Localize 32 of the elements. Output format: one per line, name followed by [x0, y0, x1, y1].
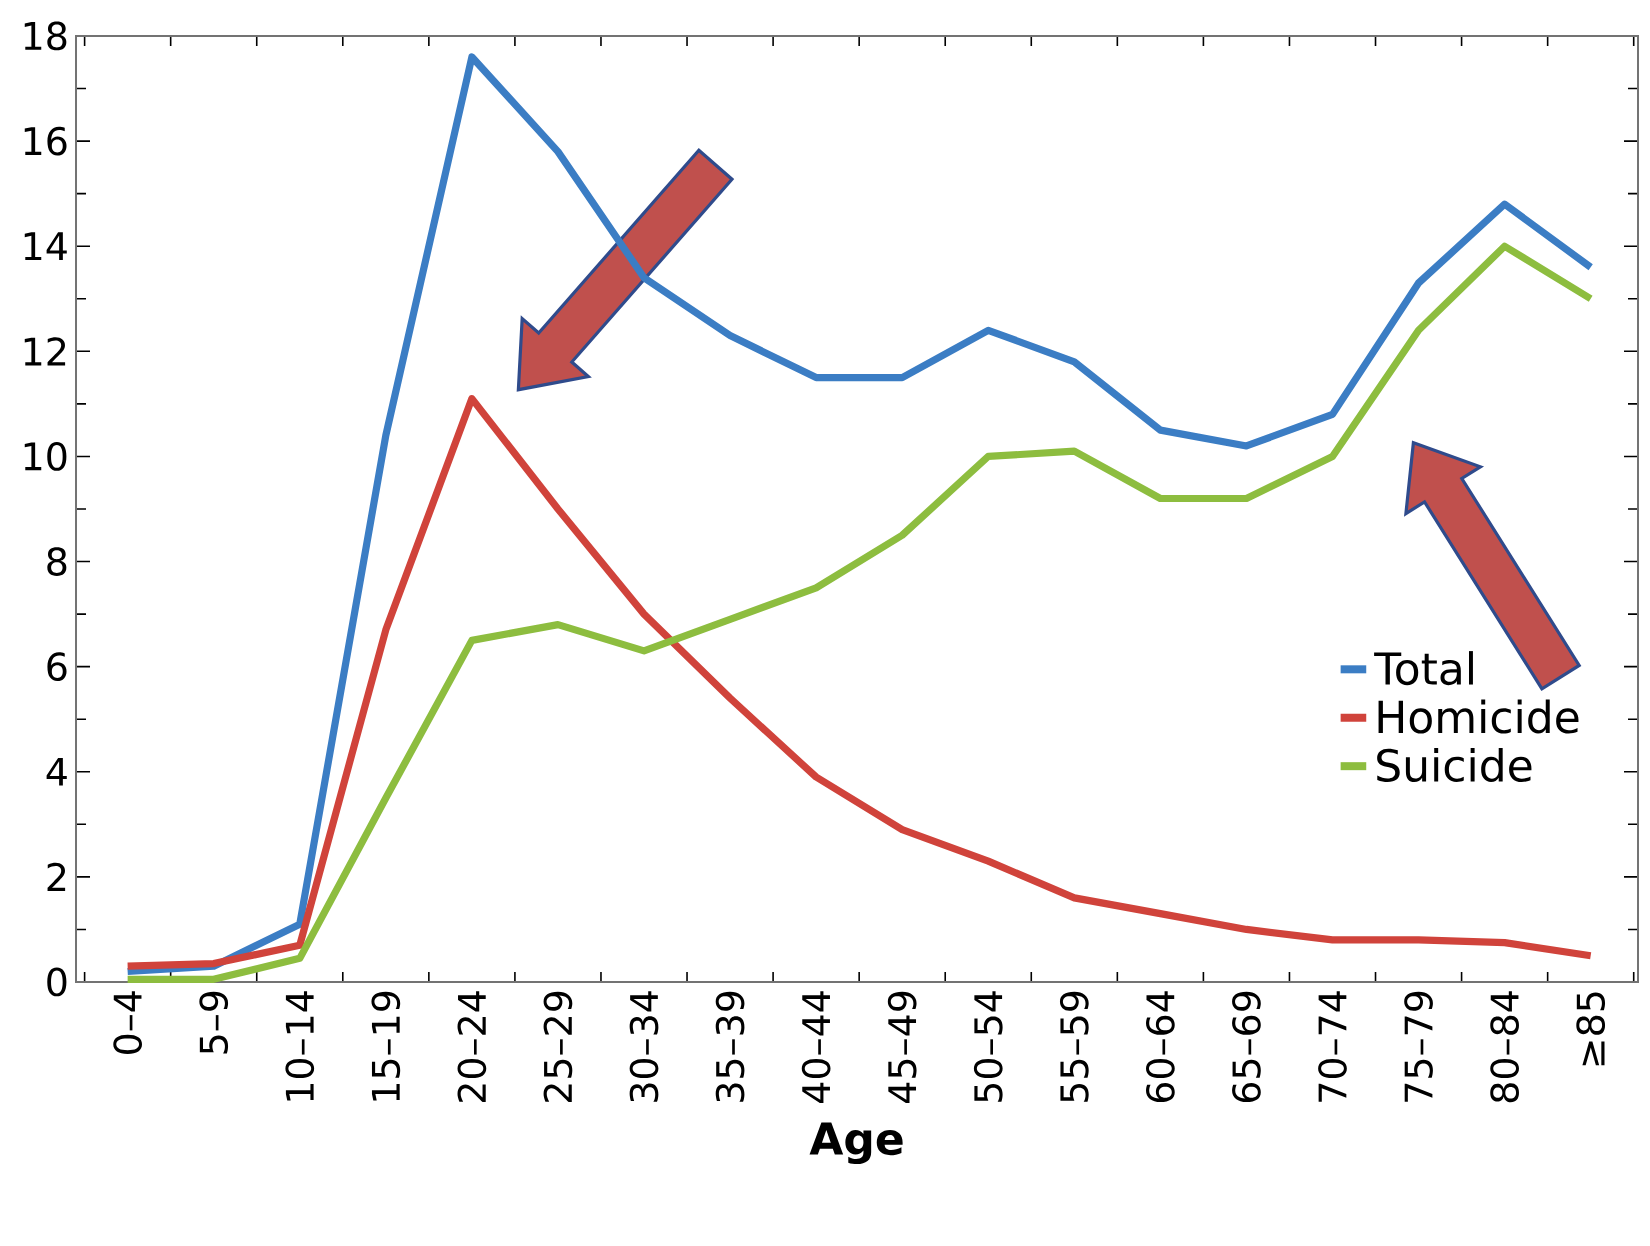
- x-tick-label: 0–4: [113, 991, 143, 1054]
- x-tick-label: ≥85: [1576, 992, 1606, 1066]
- y-tick-label: 8: [47, 547, 67, 576]
- legend-label: Homicide: [1378, 699, 1579, 734]
- legend-label: Suicide: [1377, 747, 1532, 783]
- x-tick-label: 65–69: [1232, 991, 1261, 1103]
- x-tick-label: 70–74: [1318, 991, 1347, 1102]
- x-tick-label: 10–14: [285, 991, 315, 1101]
- y-tick-label: 10: [24, 442, 67, 471]
- legend-label: Total: [1374, 651, 1473, 686]
- y-tick-label: 18: [24, 21, 67, 51]
- y-tick-label: 14: [24, 232, 67, 261]
- x-tick-label: 45–49: [887, 991, 917, 1103]
- x-axis-title: Age: [809, 1122, 903, 1165]
- x-tick-label: 35–39: [715, 991, 745, 1102]
- y-tick-label: 0: [47, 967, 67, 997]
- y-tick-label: 16: [24, 126, 67, 156]
- x-tick-label: 25–29: [543, 991, 573, 1102]
- x-tick-label: 50–54: [973, 991, 1003, 1102]
- x-tick-label: 60–64: [1146, 991, 1175, 1103]
- x-tick-label: 40–44: [801, 991, 831, 1103]
- x-tick-label: 75–79: [1404, 991, 1433, 1102]
- y-tick-label: 12: [24, 337, 66, 366]
- y-tick-label: 4: [46, 757, 67, 786]
- x-tick-label: 55–59: [1059, 991, 1089, 1102]
- y-tick-label: 2: [47, 862, 66, 891]
- x-tick-label: 15–19: [371, 991, 401, 1101]
- x-tick-label: 20–24: [457, 991, 487, 1102]
- x-tick-label: 80–84: [1490, 991, 1519, 1103]
- x-tick-label: 5–9: [199, 991, 229, 1054]
- x-tick-label: 30–34: [629, 991, 659, 1102]
- y-tick-label: 6: [47, 652, 67, 682]
